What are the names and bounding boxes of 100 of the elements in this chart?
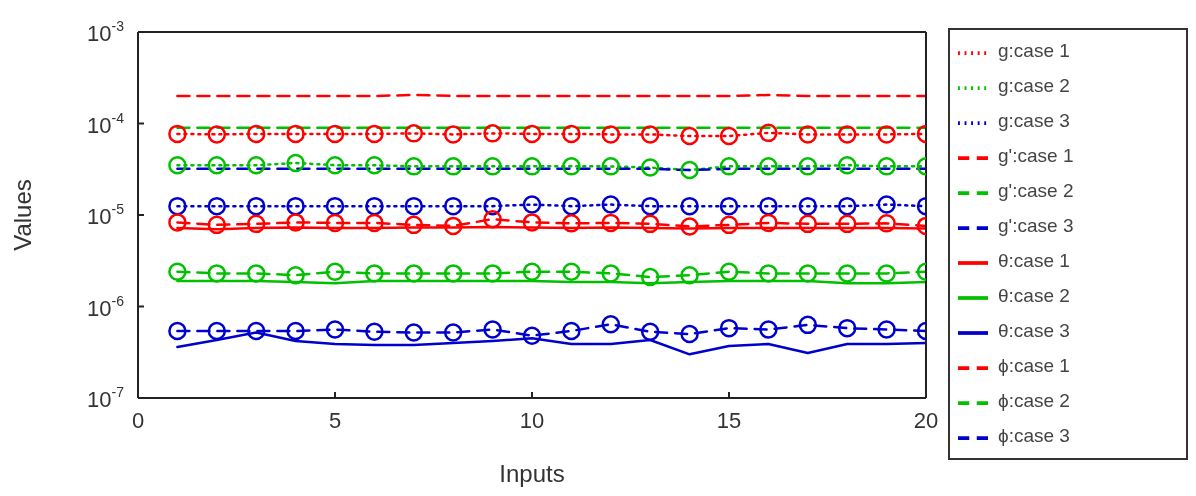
point	[207, 215, 227, 235]
point	[443, 216, 463, 236]
point	[286, 196, 305, 216]
y-tick-label: 10$^{-6}$	[87, 292, 125, 321]
point	[443, 323, 463, 342]
point	[207, 196, 227, 216]
point	[562, 196, 581, 216]
point	[562, 124, 581, 144]
point	[719, 126, 739, 146]
point	[483, 196, 502, 216]
point	[325, 262, 345, 281]
point	[365, 196, 384, 216]
point	[286, 321, 305, 341]
point	[640, 322, 660, 341]
point	[286, 124, 305, 144]
point	[877, 157, 896, 176]
point	[601, 213, 621, 233]
point	[207, 264, 227, 283]
y-tick-label: 10$^{-5}$	[87, 201, 125, 229]
point	[837, 196, 857, 216]
point	[404, 196, 424, 216]
point	[601, 314, 621, 334]
point	[404, 157, 424, 176]
legend-label: g:case 1	[998, 40, 1070, 61]
point	[246, 321, 266, 341]
legend-label: g:case 3	[998, 110, 1070, 131]
point	[798, 125, 818, 144]
point	[325, 320, 345, 339]
point	[680, 196, 699, 216]
point	[522, 326, 542, 345]
x-tick-label: 20	[913, 407, 939, 433]
legend-label: g':case 1	[998, 145, 1074, 166]
point	[837, 264, 857, 283]
point	[207, 125, 227, 144]
point	[601, 264, 621, 283]
legend-label: θ:case 1	[998, 250, 1070, 271]
point	[522, 124, 542, 144]
point	[640, 196, 660, 216]
point	[719, 215, 739, 235]
point	[443, 196, 463, 216]
point	[640, 125, 660, 144]
point	[483, 264, 502, 283]
point	[207, 321, 227, 341]
point	[483, 209, 502, 229]
point	[325, 155, 345, 175]
point	[365, 264, 384, 283]
y-axis-title: Values	[8, 179, 36, 251]
point	[483, 320, 502, 339]
point	[325, 213, 345, 233]
point	[404, 323, 424, 342]
point	[168, 262, 187, 281]
point	[325, 124, 345, 144]
legend-label: ϕ:case 3	[998, 425, 1070, 446]
point	[680, 160, 699, 180]
point	[365, 155, 384, 175]
point	[562, 214, 581, 233]
point	[680, 265, 699, 285]
point	[759, 157, 778, 176]
y-tick-label: 10$^{-3}$	[87, 18, 125, 46]
point	[837, 214, 857, 234]
y-tick-label: 10$^{-7}$	[87, 384, 125, 412]
point	[562, 262, 581, 281]
legend-label: g':case 3	[998, 215, 1074, 236]
point	[877, 320, 896, 339]
point	[365, 322, 384, 341]
x-tick-label: 0	[131, 407, 145, 433]
point	[483, 124, 502, 143]
y-tick-label: 10$^{-4}$	[87, 109, 125, 138]
x-axis-title: Inputs	[499, 460, 565, 487]
point	[286, 265, 305, 285]
point	[877, 125, 896, 144]
point	[719, 157, 739, 176]
point	[168, 196, 187, 216]
point	[246, 196, 266, 216]
point	[640, 158, 660, 177]
point	[837, 155, 857, 175]
point	[168, 155, 187, 175]
point	[443, 157, 463, 176]
point	[443, 125, 463, 144]
legend-label: θ:case 2	[998, 285, 1070, 306]
legend-label: g:case 2	[998, 75, 1070, 96]
point	[562, 157, 581, 176]
point	[759, 196, 778, 216]
point	[365, 124, 384, 144]
point	[719, 318, 739, 338]
point	[168, 213, 187, 232]
point	[640, 267, 660, 287]
point	[680, 217, 699, 236]
point	[798, 315, 818, 335]
point	[719, 262, 739, 281]
point	[759, 264, 778, 283]
x-tick-label: 5	[328, 407, 342, 433]
point	[877, 195, 896, 214]
point	[837, 318, 857, 338]
legend-label: g':case 2	[998, 180, 1074, 201]
point	[562, 321, 581, 341]
legend-label: θ:case 3	[998, 320, 1070, 341]
point	[601, 157, 621, 176]
legend-label: ϕ:case 1	[998, 355, 1070, 376]
point	[522, 262, 542, 281]
